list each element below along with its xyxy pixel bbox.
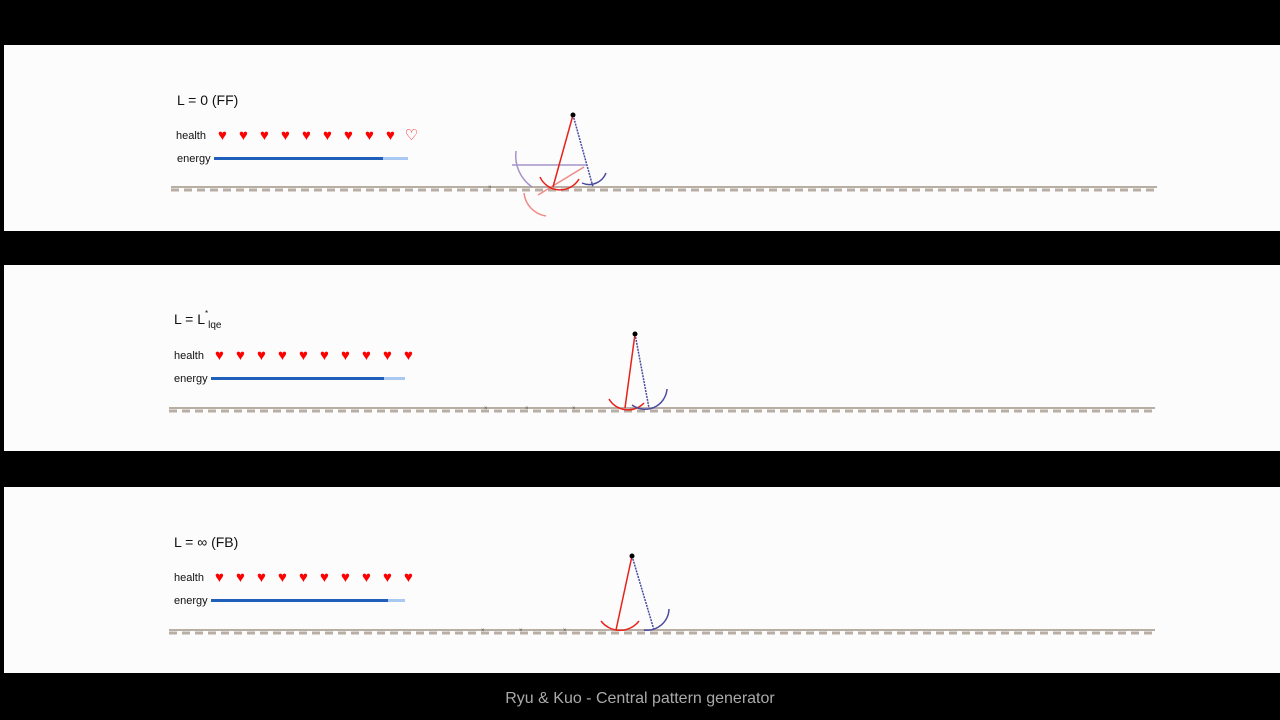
health-hearts: ♥ ♥ ♥ ♥ ♥ ♥ ♥ ♥ ♥ ♡ [214,127,420,144]
title-text: L = ∞ (FB) [174,534,239,550]
heart-icon: ♥ [257,347,266,364]
heart-icon: ♥ [383,569,392,586]
red-foot-arc [608,398,645,411]
heart-icon: ♥ [341,347,350,364]
energy-label: energy [174,373,208,385]
energy-label: energy [174,595,208,607]
stance-leg [615,555,633,631]
energy-bar-fill [211,377,384,380]
heart-icon: ♥ [215,347,224,364]
health-hearts: ♥ ♥ ♥ ♥ ♥ ♥ ♥ ♥ ♥ ♥ [211,347,417,364]
heart-icon: ♥ [215,569,224,586]
heart-icon: ♥ [383,347,392,364]
heart-icon: ♥ [218,127,227,144]
heart-icon: ♥ [236,569,245,586]
hip-point [632,331,638,337]
energy-bar [214,157,408,160]
health-label: health [174,572,204,584]
heart-icon: ♥ [236,347,245,364]
hip-point [570,112,576,118]
stance-leg [552,114,574,188]
red-foot-arc [539,176,580,191]
swing-leg [634,333,650,409]
blue-foot-arc [581,172,607,186]
simulation-panel-ff: L = 0 (FF) health ♥ ♥ ♥ ♥ ♥ ♥ ♥ ♥ ♥ ♡ energy × [4,45,1280,231]
heart-icon: ♥ [362,569,371,586]
heart-icon: ♥ [386,127,395,144]
health-hearts: ♥ ♥ ♥ ♥ ♥ ♥ ♥ ♥ ♥ ♥ [211,569,417,586]
step-mark: × [563,628,567,634]
energy-bar-fill [211,599,388,602]
heart-icon: ♥ [365,127,374,144]
energy-label: energy [177,153,211,165]
walker-scene: × [171,112,1157,217]
energy-bar [211,599,405,602]
heart-icon: ♥ [404,569,413,586]
hip-point [629,553,635,559]
stance-leg [624,333,636,409]
step-mark: × [519,628,523,634]
walker-scene: × × × [169,331,1155,413]
title-sub: lqe [208,319,222,331]
step-mark: × [481,628,485,634]
heart-outline-icon: ♡ [404,127,419,144]
heart-icon: ♥ [344,127,353,144]
heart-icon: ♥ [302,127,311,144]
heart-icon: ♥ [404,347,413,364]
walker-scene: × × × [169,553,1155,635]
step-mark: × [572,406,576,412]
title-text: L = L [174,311,206,327]
ghost-red-foot [523,192,547,217]
simulation-panel-lqe: L = L*lqe health ♥ ♥ ♥ ♥ ♥ ♥ ♥ ♥ ♥ ♥ energy × × × [4,265,1280,451]
panel-title: L = 0 (FF) [177,92,238,108]
heart-icon: ♥ [299,347,308,364]
panel-title: L = ∞ (FB) [174,534,238,550]
video-caption: Ryu & Kuo - Central pattern generator [505,690,775,707]
title-text: L = 0 (FF) [177,92,239,108]
heart-icon: ♥ [362,347,371,364]
step-mark: × [525,406,529,412]
heart-icon: ♥ [281,127,290,144]
panel-title: L = L*lqe [174,309,222,331]
health-label: health [176,130,206,142]
heart-icon: ♥ [257,569,266,586]
heart-icon: ♥ [320,569,329,586]
swing-leg [572,114,594,188]
heart-icon: ♥ [320,347,329,364]
energy-bar-fill [214,157,383,160]
heart-icon: ♥ [323,127,332,144]
heart-icon: ♥ [299,569,308,586]
ghost-foot-arc [514,150,533,188]
heart-icon: ♥ [239,127,248,144]
swing-leg [631,555,655,631]
heart-icon: ♥ [260,127,269,144]
red-foot-arc [600,620,640,632]
step-mark: × [484,406,488,412]
ghost-leg-red [537,166,585,196]
blue-foot-arc [643,608,670,631]
heart-icon: ♥ [341,569,350,586]
step-mark: × [488,185,492,191]
title-sup: * [205,309,209,319]
energy-bar [211,377,405,380]
heart-icon: ♥ [278,347,287,364]
heart-icon: ♥ [278,569,287,586]
blue-foot-arc [631,388,668,410]
health-label: health [174,350,204,362]
simulation-panel-fb: L = ∞ (FB) health ♥ ♥ ♥ ♥ ♥ ♥ ♥ ♥ ♥ ♥ energy × × … [4,487,1280,673]
